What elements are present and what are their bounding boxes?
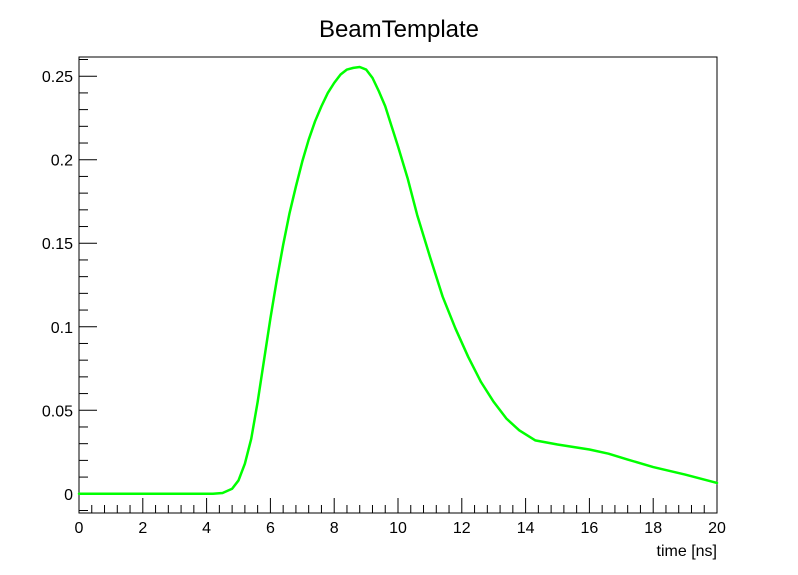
y-tick-label: 0.1 bbox=[51, 320, 73, 337]
series-layer bbox=[77, 65, 719, 496]
x-tick-label: 6 bbox=[266, 520, 275, 537]
x-tick-label: 2 bbox=[138, 520, 147, 537]
x-tick-label: 16 bbox=[581, 520, 599, 537]
x-axis-label: time [ns] bbox=[657, 543, 717, 560]
x-tick-label: 0 bbox=[75, 520, 84, 537]
y-tick-label: 0 bbox=[64, 487, 73, 504]
tick-labels: 0 2 4 6 8 10 12 14 16 18 20 0 0.05 0.1 0.15 0.2 0.25 bbox=[42, 69, 726, 537]
axis-ticks bbox=[78, 59, 718, 513]
series-line bbox=[77, 65, 719, 496]
x-tick-label: 8 bbox=[330, 520, 339, 537]
x-tick-label: 18 bbox=[644, 520, 662, 537]
x-tick-label: 4 bbox=[202, 520, 211, 537]
x-tick-label: 10 bbox=[389, 520, 407, 537]
chart-title: BeamTemplate bbox=[319, 16, 479, 43]
x-tick-label: 12 bbox=[453, 520, 471, 537]
x-tick-label: 20 bbox=[708, 520, 726, 537]
y-tick-label: 0.05 bbox=[42, 403, 73, 420]
y-tick-label: 0.25 bbox=[42, 69, 73, 86]
x-tick-label: 14 bbox=[517, 520, 535, 537]
y-tick-label: 0.15 bbox=[42, 236, 73, 253]
y-tick-label: 0.2 bbox=[51, 153, 73, 170]
